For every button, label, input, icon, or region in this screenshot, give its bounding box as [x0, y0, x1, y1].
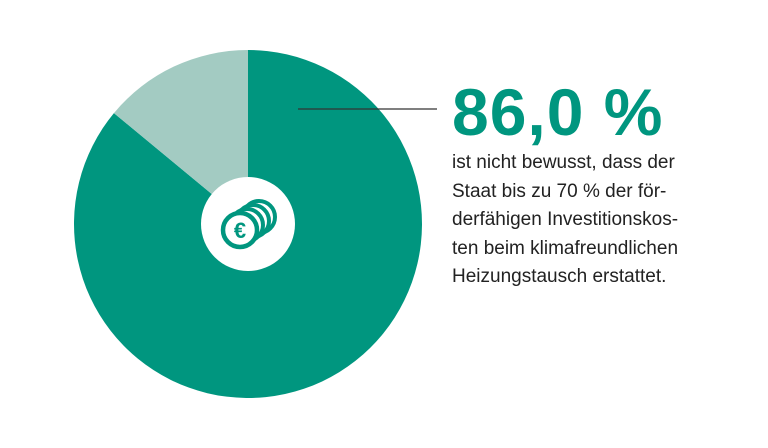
description-line: Staat bis zu 70 % der för- — [452, 180, 667, 202]
svg-text:€: € — [234, 218, 246, 243]
percentage-value: 86,0 % — [452, 75, 664, 149]
description-text: ist nicht bewusst, dass der Staat bis zu… — [452, 149, 752, 292]
pie-slice-2 — [113, 50, 248, 224]
euro-coins-icon: € — [201, 177, 295, 271]
description-line: ist nicht bewusst, dass der — [452, 152, 675, 173]
description-line: derfähigen Investitionskos- — [452, 209, 679, 230]
description-line: Heizungstausch erstattet. — [452, 266, 667, 287]
description-line: ten beim klimafreundlichen — [452, 237, 679, 259]
